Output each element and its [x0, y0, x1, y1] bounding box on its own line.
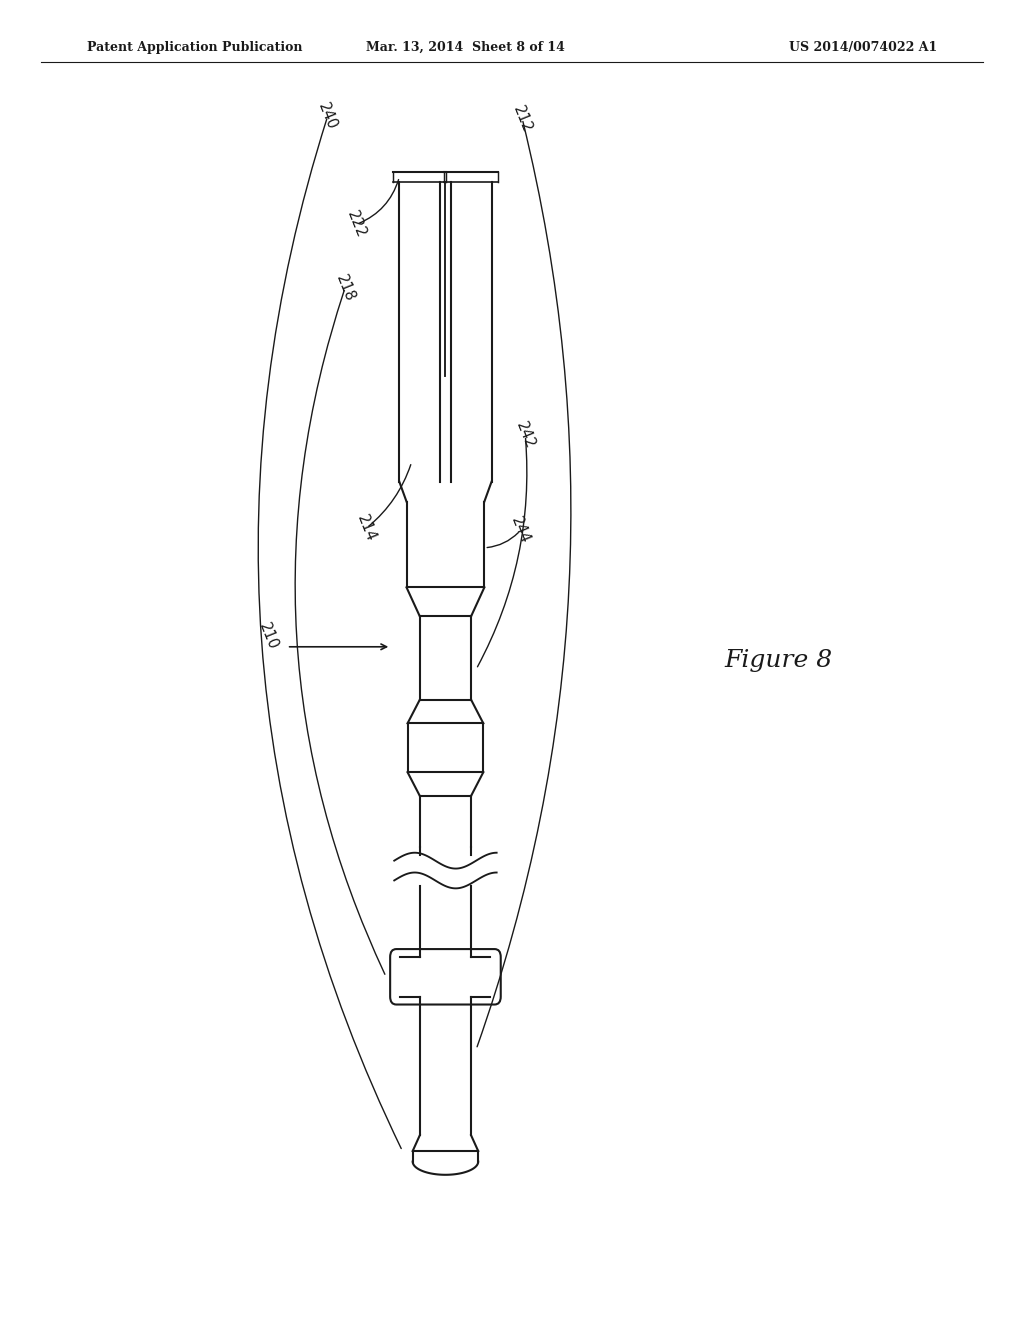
Text: 240: 240: [315, 100, 340, 132]
Text: Patent Application Publication: Patent Application Publication: [87, 41, 302, 54]
Text: 210: 210: [256, 620, 281, 652]
Text: Figure 8: Figure 8: [724, 648, 833, 672]
Text: 242: 242: [513, 420, 538, 451]
Text: 244: 244: [508, 515, 532, 546]
Text: US 2014/0074022 A1: US 2014/0074022 A1: [788, 41, 937, 54]
Text: 222: 222: [344, 209, 369, 240]
Text: Mar. 13, 2014  Sheet 8 of 14: Mar. 13, 2014 Sheet 8 of 14: [367, 41, 565, 54]
Text: 212: 212: [510, 103, 535, 135]
Text: 214: 214: [354, 512, 379, 544]
Text: 218: 218: [333, 272, 357, 304]
